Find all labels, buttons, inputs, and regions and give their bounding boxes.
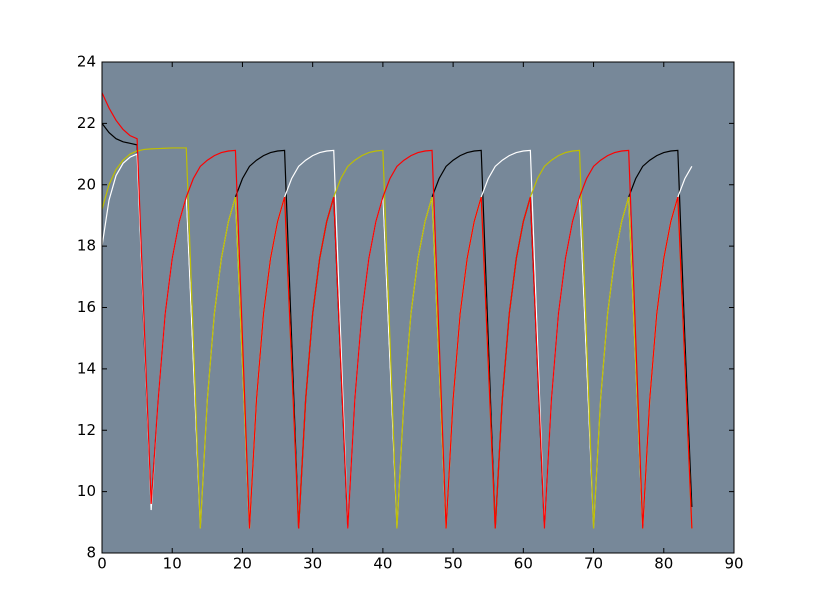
x-tick-label: 0 bbox=[97, 555, 107, 573]
y-tick-label: 8 bbox=[86, 544, 96, 562]
x-tick-label: 30 bbox=[303, 555, 322, 573]
y-tick-label: 12 bbox=[77, 421, 96, 439]
y-tick-label: 10 bbox=[77, 482, 96, 500]
x-tick-label: 60 bbox=[514, 555, 533, 573]
x-tick-label: 70 bbox=[584, 555, 603, 573]
x-tick-label: 10 bbox=[163, 555, 182, 573]
y-tick-label: 18 bbox=[77, 237, 96, 255]
y-tick-label: 16 bbox=[77, 298, 96, 316]
x-tick-label: 80 bbox=[654, 555, 673, 573]
y-tick-label: 24 bbox=[77, 53, 96, 71]
line-series bbox=[101, 147, 693, 529]
x-tick-label: 20 bbox=[233, 555, 252, 573]
y-tick-label: 22 bbox=[77, 114, 96, 132]
x-tick-label: 50 bbox=[444, 555, 463, 573]
plot-background bbox=[102, 62, 734, 553]
x-tick-label: 40 bbox=[373, 555, 392, 573]
x-tick-label: 90 bbox=[724, 555, 743, 573]
line-series bbox=[101, 92, 693, 529]
y-tick-label: 20 bbox=[77, 175, 96, 193]
y-tick-label: 14 bbox=[77, 359, 96, 377]
